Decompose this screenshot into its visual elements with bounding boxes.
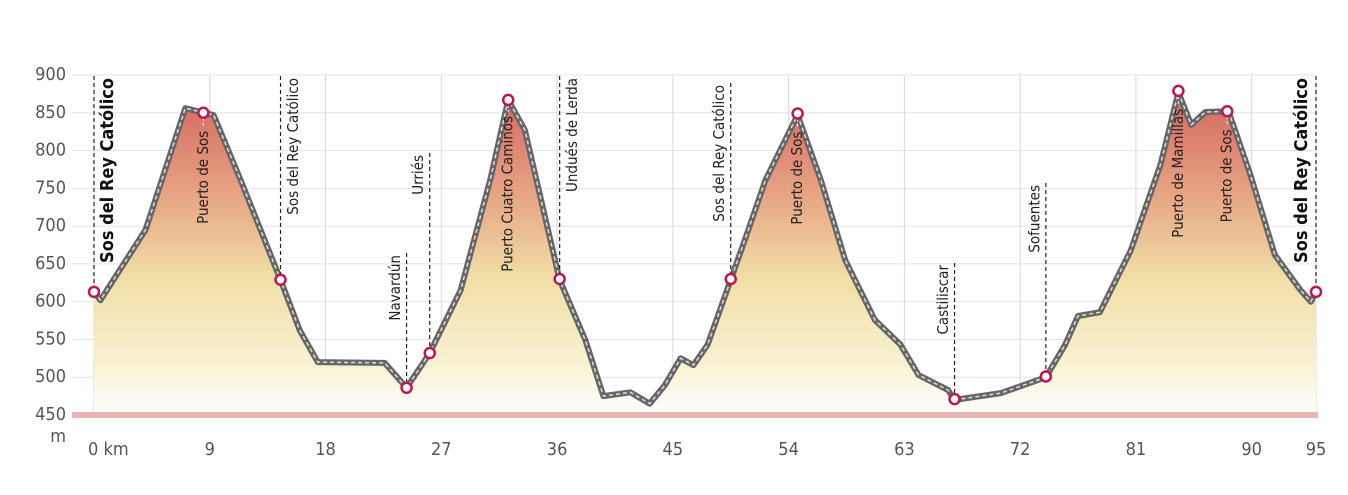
waypoint-label: Puerto de Sos: [194, 131, 212, 224]
waypoint-marker: [1220, 105, 1234, 118]
waypoint-marker: [197, 106, 210, 120]
waypoint-label: Sofuentes: [1025, 185, 1043, 253]
waypoint-label: Urriés: [409, 155, 427, 195]
waypoint-marker: [1039, 370, 1053, 383]
waypoint-label: Puerto de Sos: [788, 132, 806, 225]
waypoint-marker: [1309, 285, 1323, 299]
x-tick-label: 36: [547, 439, 568, 460]
x-tick-label: 27: [431, 439, 452, 460]
y-unit-label: m: [50, 426, 66, 447]
y-tick-label: 700: [35, 215, 66, 236]
x-tick-label: 95: [1306, 439, 1327, 460]
y-tick-label: 650: [35, 253, 66, 274]
waypoint-marker: [791, 107, 804, 120]
y-tick-label: 800: [35, 140, 66, 161]
waypoint-marker: [724, 272, 737, 286]
waypoint-marker: [274, 273, 287, 287]
x-tick-label: 72: [1010, 439, 1031, 460]
y-tick-label: 450: [35, 404, 66, 425]
elevation-line-inner: [93, 91, 1317, 405]
waypoint-label: Sos del Rey Católico: [97, 78, 118, 263]
waypoint-label: Sos del Rey Católico: [1291, 78, 1312, 263]
waypoint-marker: [423, 346, 436, 360]
y-tick-label: 550: [35, 328, 66, 349]
waypoint-label: Undués de Lerda: [563, 78, 581, 192]
x-tick-label: 18: [315, 439, 336, 460]
x-tick-label: 45: [663, 439, 684, 460]
waypoint-label: Puerto de Mamillas: [1169, 109, 1187, 238]
waypoint-marker: [553, 272, 566, 286]
waypoint-label: Sos del Rey Católico: [284, 78, 302, 215]
x-tick-label: 9: [205, 439, 215, 460]
waypoint-marker: [87, 285, 101, 299]
x-tick-label: 54: [778, 439, 799, 460]
baseline: [72, 412, 1318, 418]
y-tick-label: 500: [35, 366, 66, 387]
waypoint-label: Castiliscar: [934, 265, 952, 335]
waypoint-label: Puerto Cuatro Caminos: [499, 116, 517, 272]
waypoint-marker: [501, 93, 515, 107]
y-tick-label: 600: [35, 291, 66, 312]
waypoint-label: Navardún: [386, 255, 404, 321]
x-tick-label: 63: [894, 439, 915, 460]
x-tick-label: 81: [1126, 439, 1147, 460]
y-tick-label: 900: [35, 64, 66, 85]
waypoint-marker: [1172, 84, 1185, 98]
x-tick-label: 90: [1241, 439, 1262, 460]
waypoint-label: Puerto de Sos: [1218, 129, 1236, 222]
waypoint-marker: [948, 392, 961, 406]
waypoint-marker: [400, 381, 413, 395]
elevation-area: [94, 92, 1316, 416]
y-tick-label: 750: [35, 177, 66, 198]
waypoint-label: Sos del Rey Católico: [710, 85, 728, 222]
y-tick-label: 850: [35, 102, 66, 123]
x-tick-label: 0 km: [88, 439, 129, 460]
